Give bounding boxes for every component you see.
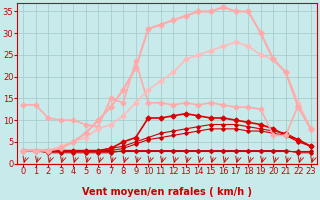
X-axis label: Vent moyen/en rafales ( km/h ): Vent moyen/en rafales ( km/h ): [82, 187, 252, 197]
